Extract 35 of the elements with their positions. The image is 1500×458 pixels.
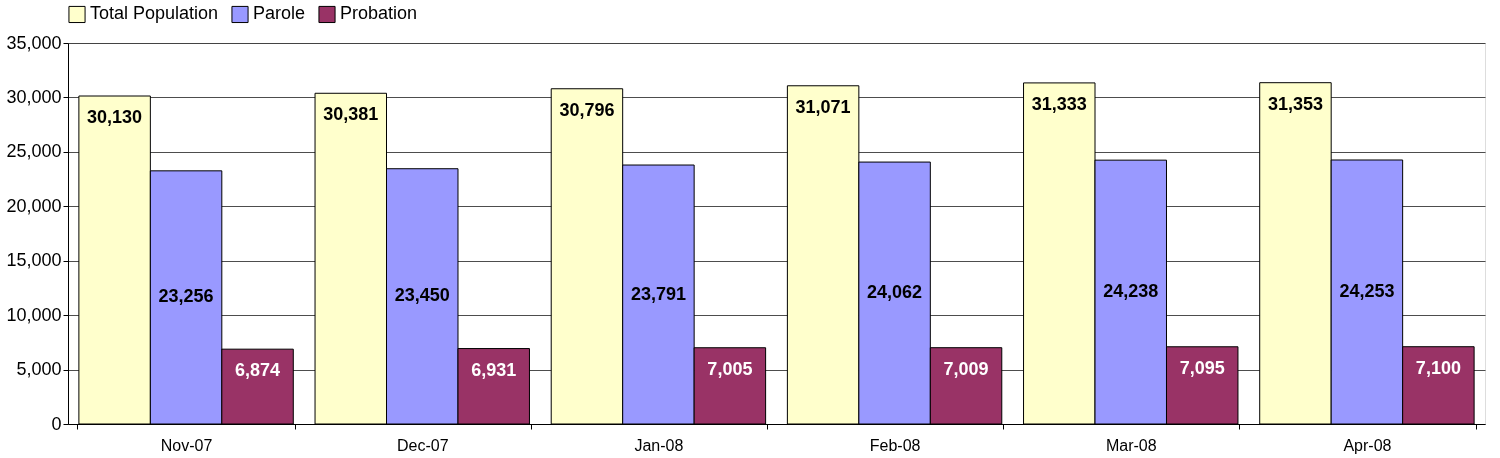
data-label: 23,791	[630, 283, 686, 304]
data-label: 30,130	[87, 107, 143, 128]
data-label: 31,333	[1031, 93, 1087, 114]
data-label: 7,009	[943, 358, 989, 379]
x-tick-label: Feb-08	[869, 436, 921, 454]
y-tick-label: 30,000	[6, 86, 62, 107]
x-tick-label: Apr-08	[1343, 436, 1392, 454]
legend-label: Parole	[253, 3, 306, 24]
data-label: 24,253	[1339, 280, 1395, 301]
data-label: 23,256	[158, 286, 214, 307]
data-label: 24,238	[1103, 281, 1159, 302]
y-tick-label: 5,000	[16, 359, 62, 380]
x-tick-label: Nov-07	[160, 436, 213, 454]
data-label: 24,062	[867, 282, 923, 303]
y-tick-label: 15,000	[6, 250, 62, 271]
x-tick-label: Dec-07	[396, 436, 449, 454]
data-label: 6,931	[471, 359, 517, 380]
y-tick-label: 35,000	[6, 32, 62, 53]
data-label: 30,796	[559, 99, 615, 120]
y-tick-label: 0	[51, 413, 62, 434]
x-tick-label: Jan-08	[634, 436, 684, 454]
legend-label: Total Population	[90, 3, 219, 24]
y-tick-label: 20,000	[6, 195, 62, 216]
data-label: 30,381	[323, 104, 379, 125]
y-tick-label: 25,000	[6, 141, 62, 162]
data-label: 31,353	[1267, 93, 1323, 114]
data-label: 7,100	[1415, 357, 1461, 378]
legend-label: Probation	[340, 3, 418, 24]
data-label: 7,005	[707, 358, 753, 379]
data-label: 7,095	[1179, 357, 1225, 378]
data-label: 6,874	[235, 360, 281, 381]
data-label: 31,071	[795, 96, 851, 117]
data-label: 23,450	[394, 285, 450, 306]
x-tick-label: Mar-08	[1105, 436, 1157, 454]
y-tick-label: 10,000	[6, 304, 62, 325]
